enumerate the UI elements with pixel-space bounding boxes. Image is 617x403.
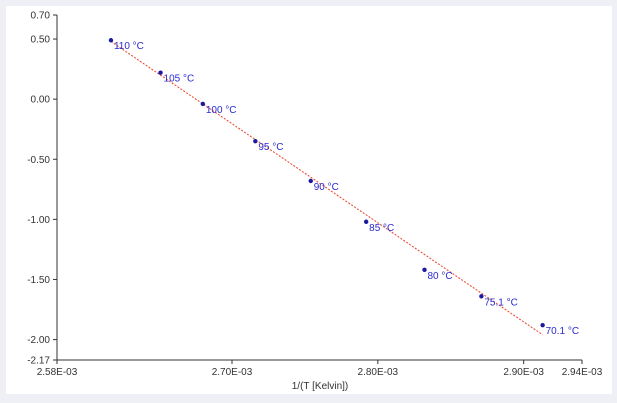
chart-background bbox=[6, 6, 612, 394]
y-tick-label: 0.50 bbox=[31, 35, 51, 46]
x-tick-label: 2.90E-03 bbox=[503, 367, 544, 378]
y-tick-label: -1.00 bbox=[27, 215, 50, 226]
y-tick-label: -2.17 bbox=[27, 356, 50, 367]
data-label: 90 °C bbox=[314, 182, 339, 193]
fit-line-group bbox=[110, 40, 543, 336]
y-tick-label: -2.00 bbox=[27, 335, 50, 346]
data-label: 80 °C bbox=[428, 271, 453, 282]
data-point bbox=[108, 38, 114, 43]
data-label: 95 °C bbox=[258, 142, 283, 153]
data-point bbox=[253, 139, 258, 144]
data-point bbox=[363, 219, 369, 224]
data-point bbox=[479, 294, 484, 299]
data-point bbox=[540, 322, 545, 328]
data-point bbox=[308, 178, 313, 184]
y-tick-label: 0.00 bbox=[31, 95, 51, 106]
data-points: 110 °C 105 °C 100 °C 95 °C 90 °C 85 °C 80 °C 75… bbox=[108, 38, 579, 337]
x-tick-label: 2.80E-03 bbox=[358, 367, 399, 378]
x-tick-label: 2.70E-03 bbox=[212, 367, 253, 378]
y-ticks: 0.70 0.50 0.00 -0.50 -1.00 -1.50 -2.00 -2.17 bbox=[27, 11, 57, 367]
x-axis-label: 1/(T [Kelvin]) bbox=[292, 381, 349, 392]
data-label: 75.1 °C bbox=[484, 297, 517, 308]
data-label: 105 °C bbox=[164, 74, 195, 85]
data-label: 70.1 °C bbox=[546, 326, 579, 337]
data-label: 85 °C bbox=[369, 223, 394, 234]
data-label: 110 °C bbox=[114, 41, 144, 52]
x-tick-label: 2.94E-03 bbox=[562, 367, 603, 378]
data-label: 100 °C bbox=[206, 105, 237, 116]
data-point bbox=[200, 101, 206, 107]
fit-line bbox=[110, 40, 543, 336]
data-point bbox=[422, 267, 427, 273]
x-ticks: 2.58E-03 2.70E-03 2.80E-03 2.90E-03 2.94E-03 bbox=[37, 360, 603, 378]
data-point bbox=[158, 70, 163, 75]
y-tick-label: -1.50 bbox=[27, 275, 50, 286]
x-tick-label: 2.58E-03 bbox=[37, 367, 78, 378]
y-tick-label: 0.70 bbox=[31, 11, 51, 22]
y-tick-label: -0.50 bbox=[27, 155, 50, 166]
